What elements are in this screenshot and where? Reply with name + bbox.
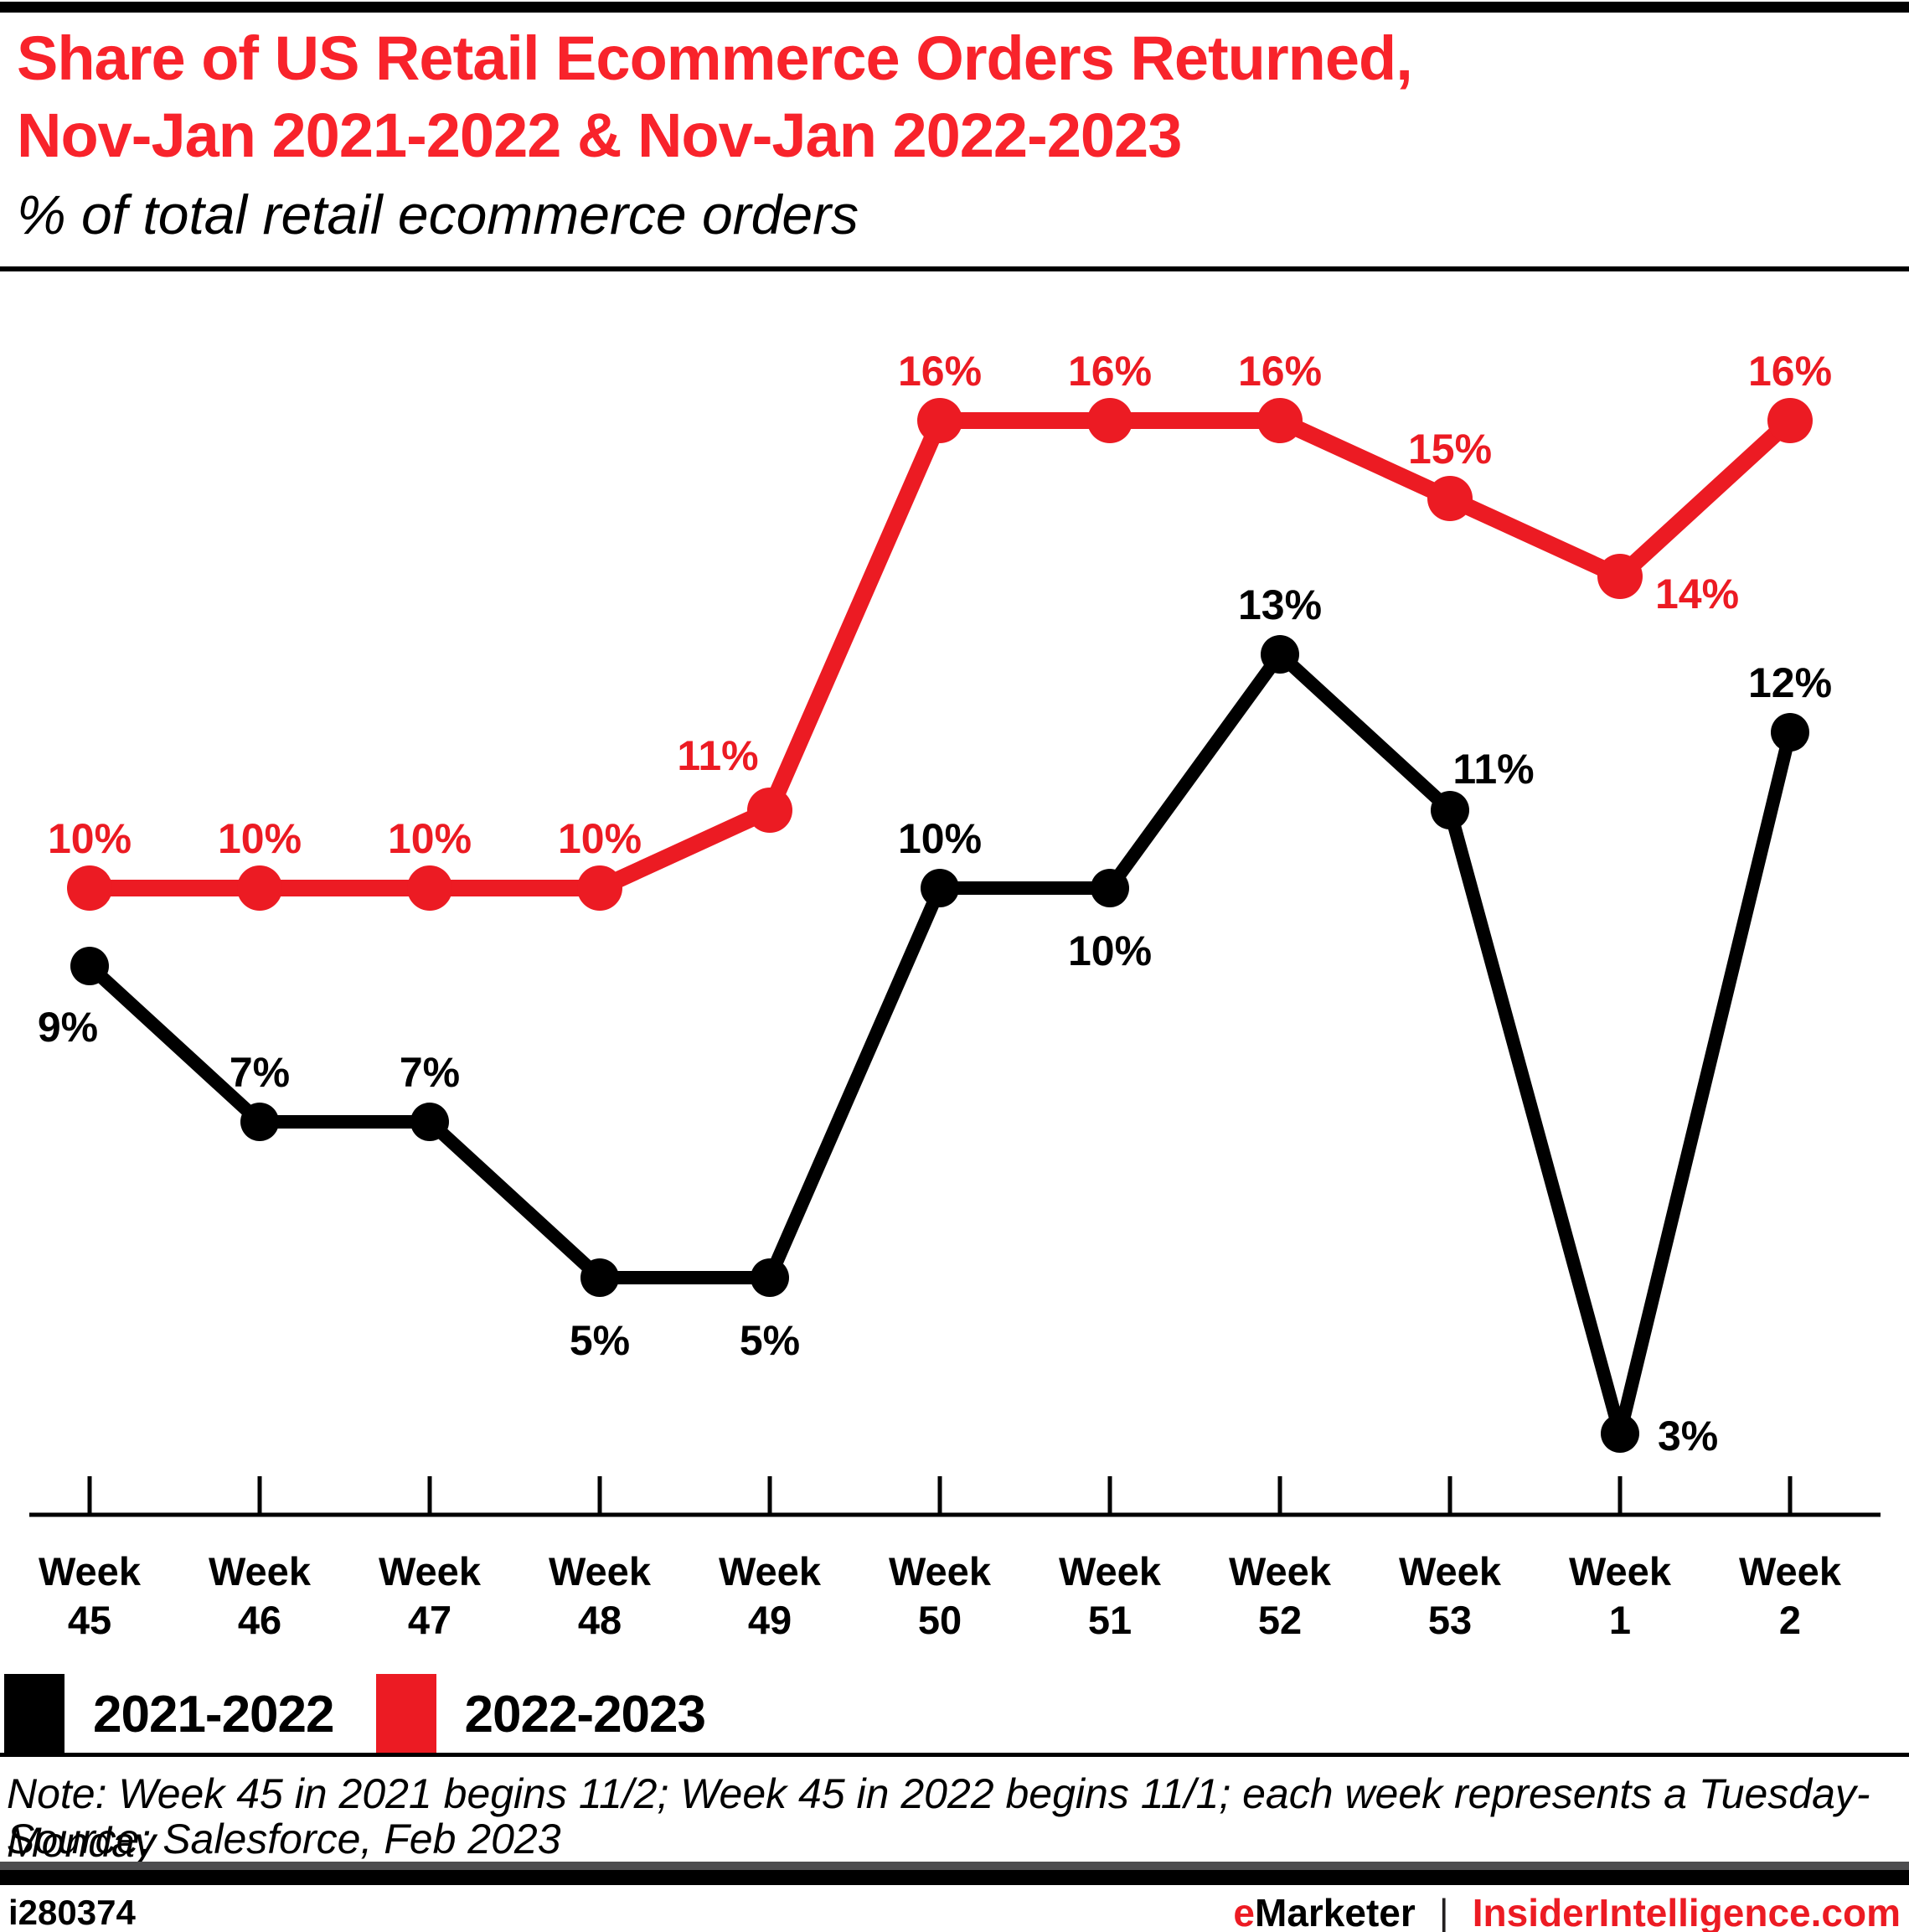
data-point-2021-2022	[751, 1258, 789, 1297]
divider-above-note	[0, 1753, 1909, 1757]
legend-swatch-black	[4, 1674, 64, 1754]
data-point-2022-2023	[1767, 398, 1813, 443]
chart-title: Share of US Retail Ecommerce Orders Retu…	[17, 20, 1885, 174]
chart-title-line2: Nov-Jan 2021-2022 & Nov-Jan 2022-2023	[17, 100, 1182, 170]
x-axis-label: Week 51	[1059, 1549, 1162, 1642]
x-axis-label: Week 53	[1399, 1549, 1502, 1642]
data-point-label-2021-2022: 10%	[1068, 927, 1152, 974]
data-point-2022-2023	[917, 398, 962, 443]
x-axis-label: Week 46	[209, 1549, 312, 1642]
data-point-2022-2023	[577, 865, 622, 911]
legend-item-2022-2023: 2022-2023	[375, 1674, 706, 1754]
data-point-label-2021-2022: 11%	[1452, 746, 1534, 793]
data-point-2022-2023	[1257, 398, 1303, 443]
data-point-label-2022-2023: 16%	[1238, 348, 1322, 395]
x-axis-label: Week 52	[1229, 1549, 1332, 1642]
data-point-label-2022-2023: 16%	[1068, 348, 1152, 395]
footer: i280374 eMarketer | InsiderIntelligence.…	[8, 1890, 1901, 1932]
x-axis-label: Week 1	[1569, 1549, 1672, 1642]
top-accent-bar	[0, 2, 1909, 13]
x-axis-label: Week 45	[39, 1549, 142, 1642]
data-point-label-2021-2022: 7%	[400, 1049, 460, 1096]
data-point-label-2022-2023: 16%	[898, 348, 982, 395]
data-point-label-2021-2022: 3%	[1658, 1413, 1718, 1459]
data-point-2022-2023	[407, 865, 452, 911]
data-point-2021-2022	[70, 947, 109, 985]
data-point-2022-2023	[67, 865, 112, 911]
emarketer-logo-rest: Marketer	[1255, 1891, 1416, 1932]
data-point-label-2021-2022: 5%	[570, 1317, 630, 1364]
data-point-label-2021-2022: 13%	[1238, 581, 1322, 628]
x-axis-label: Week 50	[889, 1549, 992, 1642]
source-text: Source: Salesforce, Feb 2023	[7, 1816, 561, 1862]
emarketer-logo: eMarketer	[1233, 1890, 1415, 1932]
data-point-label-2021-2022: 7%	[230, 1049, 290, 1096]
x-axis-label: Week 48	[549, 1549, 652, 1642]
series-line-2021-2022	[83, 648, 1797, 1440]
data-point-2022-2023	[1087, 398, 1133, 443]
chart-title-line1: Share of US Retail Ecommerce Orders Retu…	[17, 23, 1413, 93]
data-point-2021-2022	[1261, 635, 1299, 674]
divider-under-subtitle	[0, 266, 1909, 271]
bottom-bar-black	[0, 1870, 1909, 1885]
data-point-2021-2022	[410, 1103, 449, 1141]
chart-id: i280374	[8, 1893, 136, 1932]
data-point-label-2021-2022: 9%	[38, 1004, 98, 1051]
data-point-label-2021-2022: 5%	[740, 1317, 800, 1364]
data-point-2021-2022	[921, 869, 959, 907]
data-point-2022-2023	[237, 865, 282, 911]
x-axis-label: Week 2	[1739, 1549, 1842, 1642]
data-point-label-2021-2022: 10%	[898, 815, 982, 862]
data-point-label-2022-2023: 15%	[1408, 426, 1492, 473]
data-point-2022-2023	[1597, 554, 1643, 599]
legend-swatch-red	[375, 1674, 436, 1754]
data-point-label-2022-2023: 10%	[388, 815, 472, 862]
chart-subtitle: % of total retail ecommerce orders	[17, 183, 859, 245]
insider-intelligence-link[interactable]: InsiderIntelligence.com	[1472, 1891, 1901, 1932]
x-axis-label: Week 47	[379, 1549, 482, 1642]
legend: 2021-2022 2022-2023	[4, 1674, 706, 1754]
legend-item-2021-2022: 2021-2022	[4, 1674, 334, 1754]
data-point-label-2022-2023: 10%	[48, 815, 132, 862]
data-point-2022-2023	[1427, 476, 1473, 521]
data-point-label-2022-2023: 16%	[1748, 348, 1832, 395]
data-point-label-2021-2022: 12%	[1748, 659, 1832, 706]
legend-label-2022-2023: 2022-2023	[464, 1685, 706, 1743]
legend-label-2021-2022: 2021-2022	[93, 1685, 334, 1743]
x-axis-label: Week 49	[719, 1549, 822, 1642]
data-point-label-2022-2023: 14%	[1655, 571, 1739, 617]
footer-separator: |	[1438, 1891, 1449, 1932]
emarketer-logo-e: e	[1233, 1891, 1255, 1932]
data-point-label-2022-2023: 11%	[677, 732, 758, 779]
data-point-2021-2022	[1091, 869, 1129, 907]
bottom-bar-gray	[0, 1862, 1909, 1870]
brand-lockup: eMarketer | InsiderIntelligence.com	[1233, 1890, 1901, 1932]
data-point-2021-2022	[1431, 791, 1469, 829]
data-point-2022-2023	[747, 788, 792, 833]
note-text: Note: Week 45 in 2021 begins 11/2; Week …	[7, 1770, 1870, 1866]
data-point-label-2022-2023: 10%	[558, 815, 642, 862]
data-point-2021-2022	[1771, 713, 1809, 752]
data-point-2021-2022	[580, 1258, 619, 1297]
data-point-2021-2022	[1601, 1414, 1639, 1453]
data-point-2021-2022	[240, 1103, 279, 1141]
data-point-label-2022-2023: 10%	[218, 815, 302, 862]
